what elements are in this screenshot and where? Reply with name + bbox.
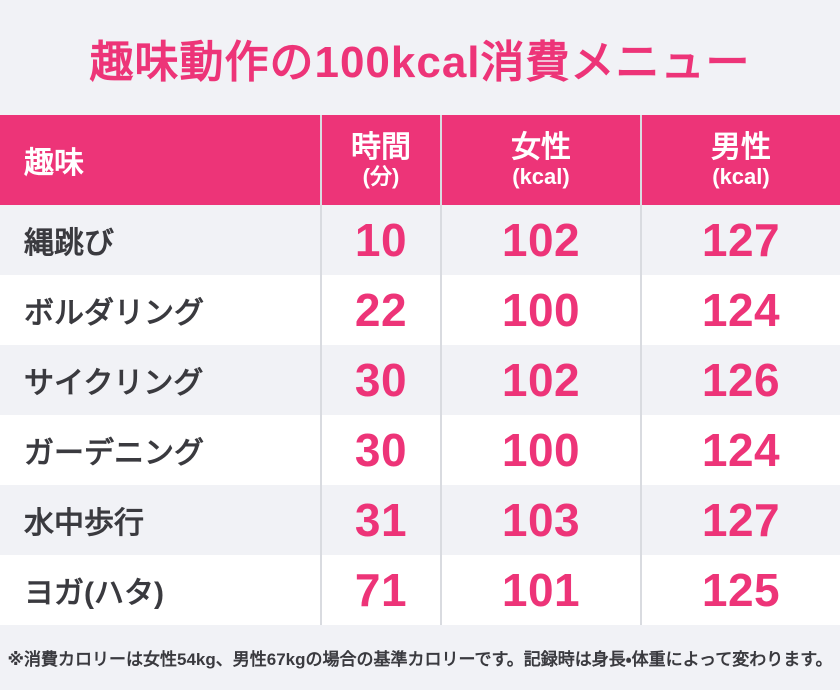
table-row: ボルダリング 22 100 124 xyxy=(0,275,840,345)
column-header-female-label: 女性 xyxy=(511,130,571,164)
footnote-area: ※消費カロリーは女性54kg、男性67kgの場合の基準カロリーです。記録時は身長… xyxy=(0,625,840,690)
male-kcal-cell: 125 xyxy=(640,555,840,625)
table-header-row: 趣味 時間 (分) 女性 (kcal) 男性 (kcal) xyxy=(0,115,840,205)
column-header-male: 男性 (kcal) xyxy=(640,115,840,205)
title-area: 趣味動作の100kcal消費メニュー xyxy=(0,0,840,115)
column-header-male-label: 男性 xyxy=(711,130,771,164)
column-header-minutes-label: 時間 xyxy=(351,130,411,164)
activity-cell: 縄跳び xyxy=(24,227,114,260)
column-header-female-unit: (kcal) xyxy=(512,164,570,190)
female-kcal-cell: 100 xyxy=(440,415,640,485)
activity-cell: ガーデニング xyxy=(24,437,204,470)
minutes-cell: 22 xyxy=(320,275,440,345)
female-kcal-cell: 101 xyxy=(440,555,640,625)
minutes-cell: 30 xyxy=(320,345,440,415)
footnote: ※消費カロリーは女性54kg、男性67kgの場合の基準カロリーです。記録時は身長… xyxy=(7,650,833,669)
female-kcal-cell: 102 xyxy=(440,345,640,415)
male-kcal-cell: 127 xyxy=(640,485,840,555)
activity-cell: 水中歩行 xyxy=(24,507,144,540)
table-row: サイクリング 30 102 126 xyxy=(0,345,840,415)
minutes-cell: 31 xyxy=(320,485,440,555)
female-kcal-cell: 102 xyxy=(440,205,640,275)
table-row: 縄跳び 10 102 127 xyxy=(0,205,840,275)
table-row: ガーデニング 30 100 124 xyxy=(0,415,840,485)
column-header-male-unit: (kcal) xyxy=(712,164,770,190)
male-kcal-cell: 127 xyxy=(640,205,840,275)
table-row: 水中歩行 31 103 127 xyxy=(0,485,840,555)
activity-cell: ヨガ(ハタ) xyxy=(24,577,164,610)
minutes-cell: 71 xyxy=(320,555,440,625)
male-kcal-cell: 124 xyxy=(640,275,840,345)
table-body: 縄跳び 10 102 127 ボルダリング 22 100 124 サイクリング … xyxy=(0,205,840,625)
minutes-cell: 10 xyxy=(320,205,440,275)
table-row: ヨガ(ハタ) 71 101 125 xyxy=(0,555,840,625)
male-kcal-cell: 126 xyxy=(640,345,840,415)
column-header-female: 女性 (kcal) xyxy=(440,115,640,205)
column-header-activity-label: 趣味 xyxy=(24,147,84,180)
female-kcal-cell: 103 xyxy=(440,485,640,555)
column-header-minutes-unit: (分) xyxy=(362,164,400,190)
activity-cell: サイクリング xyxy=(24,367,204,400)
page-title: 趣味動作の100kcal消費メニュー xyxy=(89,37,751,87)
minutes-cell: 30 xyxy=(320,415,440,485)
activity-cell: ボルダリング xyxy=(24,297,204,330)
male-kcal-cell: 124 xyxy=(640,415,840,485)
column-header-minutes: 時間 (分) xyxy=(320,115,440,205)
column-header-activity: 趣味 xyxy=(0,115,320,205)
calorie-table: 趣味 時間 (分) 女性 (kcal) 男性 (kcal) 縄跳び 10 102… xyxy=(0,115,840,625)
female-kcal-cell: 100 xyxy=(440,275,640,345)
